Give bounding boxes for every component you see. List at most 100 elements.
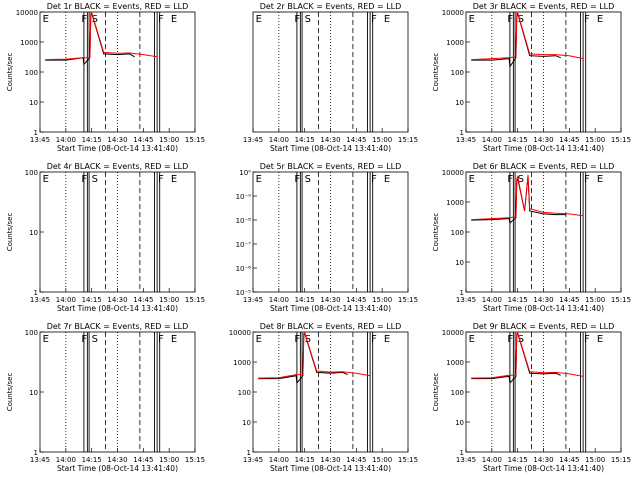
event-marker-label: E — [384, 334, 390, 345]
x-tick-label: 13:45 — [30, 296, 50, 304]
y-tick-label: 1000 — [446, 199, 464, 207]
y-tick-label: 1 — [460, 449, 464, 457]
event-marker-label: E — [171, 174, 177, 185]
x-axis-label: Start Time (08-Oct-14 13:41:40) — [57, 304, 178, 313]
x-tick-label: 15:00 — [159, 136, 179, 144]
event-marker-label: S — [305, 174, 311, 185]
y-tick-label: 1000 — [233, 359, 251, 367]
event-marker-label: F — [507, 334, 513, 345]
chart-title: Det 1r BLACK = Events, RED = LLD — [47, 2, 189, 11]
x-tick-label: 15:00 — [585, 456, 605, 464]
y-tick-label: 10000 — [442, 9, 464, 17]
y-tick-label: 1000 — [20, 39, 38, 47]
x-tick-label: 15:00 — [585, 296, 605, 304]
x-tick-label: 14:15 — [82, 296, 102, 304]
event-marker-label: E — [384, 174, 390, 185]
y-tick-label: 10000 — [229, 329, 251, 337]
x-tick-label: 14:00 — [56, 136, 76, 144]
y-tick-label: 10⁻⁵ — [236, 289, 252, 297]
y-tick-label: 10⁻⁸ — [236, 217, 252, 225]
event-marker-label: E — [256, 334, 262, 345]
event-marker-label: E — [171, 14, 177, 25]
event-marker-label: E — [469, 334, 475, 345]
event-marker-label: F — [294, 334, 300, 345]
y-tick-label: 10 — [455, 259, 464, 267]
x-tick-label: 14:45 — [559, 456, 579, 464]
x-tick-label: 14:00 — [269, 296, 289, 304]
x-tick-label: 13:45 — [456, 456, 476, 464]
lld-series-line — [471, 11, 584, 61]
event-marker-label: E — [256, 174, 262, 185]
y-tick-label: 100 — [25, 329, 38, 337]
x-tick-label: 15:00 — [372, 456, 392, 464]
x-tick-label: 15:15 — [398, 456, 418, 464]
event-marker-label: F — [584, 334, 590, 345]
x-tick-label: 15:15 — [185, 456, 205, 464]
events-series-line — [471, 176, 566, 224]
y-tick-label: 100 — [451, 389, 464, 397]
x-tick-label: 15:00 — [585, 136, 605, 144]
chart-title: Det 3r BLACK = Events, RED = LLD — [473, 2, 615, 11]
event-marker-label: E — [171, 334, 177, 345]
lld-series-line — [258, 331, 371, 379]
y-tick-label: 100 — [451, 229, 464, 237]
x-tick-label: 14:15 — [295, 296, 315, 304]
x-tick-label: 13:45 — [456, 136, 476, 144]
y-tick-label: 10⁻⁶ — [236, 265, 252, 273]
x-tick-label: 15:00 — [372, 296, 392, 304]
y-tick-label: 100 — [25, 169, 38, 177]
y-tick-label: 10 — [29, 229, 38, 237]
y-axis-label: Counts/sec — [432, 373, 440, 412]
event-marker-label: F — [584, 174, 590, 185]
x-tick-label: 14:00 — [482, 456, 502, 464]
event-marker-label: E — [469, 14, 475, 25]
event-marker-label: S — [92, 174, 98, 185]
y-tick-label: 100 — [238, 389, 251, 397]
event-marker-label: E — [43, 174, 49, 185]
x-tick-label: 14:45 — [559, 296, 579, 304]
y-tick-label: 1000 — [446, 39, 464, 47]
x-tick-label: 14:30 — [107, 296, 127, 304]
x-tick-label: 15:00 — [159, 296, 179, 304]
x-tick-label: 14:45 — [346, 136, 366, 144]
lld-series-line — [471, 331, 584, 379]
y-tick-label: 1 — [247, 449, 251, 457]
x-tick-label: 14:15 — [295, 456, 315, 464]
x-tick-label: 14:00 — [482, 296, 502, 304]
y-tick-label: 1 — [34, 129, 38, 137]
y-tick-label: 1 — [460, 129, 464, 137]
x-tick-label: 13:45 — [30, 456, 50, 464]
x-tick-label: 14:45 — [346, 456, 366, 464]
event-marker-label: F — [371, 14, 377, 25]
x-axis-label: Start Time (08-Oct-14 13:41:40) — [483, 304, 604, 313]
x-tick-label: 14:30 — [320, 456, 340, 464]
y-tick-label: 10 — [455, 99, 464, 107]
chart-title: Det 4r BLACK = Events, RED = LLD — [47, 162, 189, 171]
event-marker-label: S — [518, 334, 524, 345]
y-tick-label: 10 — [242, 419, 251, 427]
y-tick-label: 1 — [34, 449, 38, 457]
x-tick-label: 13:45 — [243, 296, 263, 304]
x-tick-label: 14:45 — [559, 136, 579, 144]
x-tick-label: 14:30 — [320, 136, 340, 144]
y-tick-label: 100 — [451, 69, 464, 77]
event-marker-label: F — [81, 334, 87, 345]
x-tick-label: 15:15 — [185, 296, 205, 304]
x-tick-label: 14:15 — [508, 136, 528, 144]
y-tick-label: 1000 — [446, 359, 464, 367]
x-tick-label: 14:15 — [295, 136, 315, 144]
event-marker-label: E — [43, 14, 49, 25]
x-tick-label: 13:45 — [30, 136, 50, 144]
event-marker-label: E — [597, 14, 603, 25]
x-tick-label: 13:45 — [456, 296, 476, 304]
x-tick-label: 14:00 — [269, 136, 289, 144]
x-tick-label: 15:15 — [398, 136, 418, 144]
